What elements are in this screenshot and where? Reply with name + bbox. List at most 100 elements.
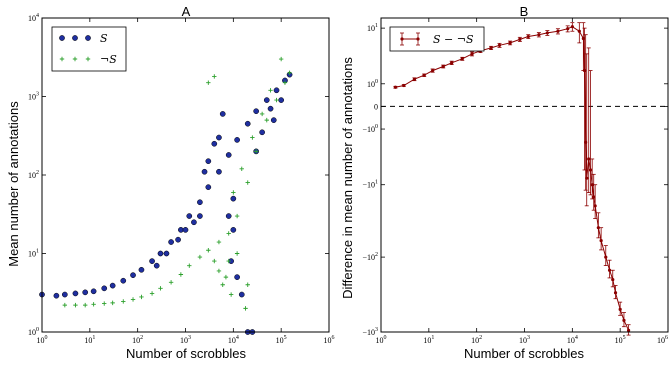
not-s-point-18 <box>234 213 240 219</box>
panel-b-title: B <box>520 4 529 19</box>
not-s-point-5 <box>110 300 115 306</box>
a-x-tick-label-4: 104 <box>228 335 239 345</box>
s-point-3 <box>72 290 79 297</box>
s-point-35 <box>238 291 245 298</box>
difference-point-33 <box>607 268 612 272</box>
not-s-point-32 <box>223 274 229 280</box>
s-point-11 <box>149 258 155 264</box>
s-point-8 <box>120 277 127 284</box>
not-s-point-9 <box>149 291 155 296</box>
legend-s-dot-0 <box>59 35 65 41</box>
difference-point-30 <box>596 226 600 230</box>
difference-point-12 <box>508 41 512 45</box>
difference-point-32 <box>604 255 608 259</box>
s-point-24 <box>273 87 280 94</box>
b-x-tick-label-0: 100 <box>376 335 387 345</box>
a-y-tick-label-1: 101 <box>28 249 39 259</box>
s-point-19 <box>225 152 232 158</box>
a-y-tick-label-3: 103 <box>28 92 39 102</box>
difference-point-1 <box>402 83 406 88</box>
not-s-point-30 <box>231 190 236 195</box>
s-point-27 <box>216 134 222 141</box>
difference-point-4 <box>431 68 435 73</box>
not-s-point-15 <box>206 248 211 253</box>
s-point-31 <box>219 111 226 117</box>
b-x-tick-label-3: 103 <box>519 335 530 345</box>
a-x-tick-label-5: 105 <box>276 335 287 345</box>
difference-point-36 <box>618 307 622 312</box>
panel-a-y-axis-label: Mean number of annotations <box>6 101 21 267</box>
s-point-20 <box>234 137 240 143</box>
not-s-point-37 <box>234 251 240 256</box>
s-point-2 <box>61 291 68 298</box>
not-s-point-4 <box>102 301 107 306</box>
difference-point-5 <box>441 64 445 69</box>
difference-point-28 <box>592 195 596 199</box>
difference-point-11 <box>497 43 502 47</box>
difference-point-31 <box>599 239 603 243</box>
not-s-point-7 <box>130 297 136 302</box>
s-point-45 <box>197 213 203 219</box>
legend-not-s-plus-2 <box>85 56 91 62</box>
legend-not-s-label: ¬S <box>100 53 117 66</box>
not-s-point-0 <box>62 302 68 308</box>
a-x-tick-label-0: 100 <box>37 335 48 345</box>
difference-point-0 <box>393 85 397 89</box>
difference-point-20 <box>577 29 581 33</box>
difference-point-6 <box>450 61 454 65</box>
s-point-7 <box>109 282 116 289</box>
s-point-1 <box>53 292 60 299</box>
s-point-23 <box>263 97 270 103</box>
difference-point-14 <box>526 34 530 39</box>
not-s-point-23 <box>282 80 288 85</box>
s-point-21 <box>244 120 251 127</box>
not-s-point-1 <box>73 302 78 308</box>
a-x-tick-label-1: 101 <box>84 335 95 345</box>
legend-s-dot-2 <box>85 35 91 41</box>
b-y-tick-label-5: −102 <box>362 252 378 262</box>
s-point-15 <box>186 213 193 219</box>
b-y-tick-label-0: 101 <box>367 23 378 33</box>
not-s-point-29 <box>239 166 244 171</box>
legend-s-label: S <box>100 32 108 45</box>
not-s-point-36 <box>212 258 217 264</box>
b-y-tick-label-4: −101 <box>362 180 378 190</box>
s-point-6 <box>101 285 108 292</box>
difference-point-19 <box>570 25 574 29</box>
s-point-32 <box>230 227 237 233</box>
panel-b-plot-area <box>381 22 668 336</box>
b-x-tick-label-1: 101 <box>423 335 434 345</box>
panel-a-ticks: 100 101 102 103 104 105 106 100 101 102 103 104 <box>28 13 335 345</box>
panel-a-legend: S ¬S <box>51 26 127 72</box>
difference-point-29 <box>593 204 597 208</box>
panel-b-ticks: 100 101 102 103 104 105 106 101 100 0 −100 −101 −102… <box>362 18 669 345</box>
s-point-17 <box>205 184 212 191</box>
legend-s-dot-1 <box>72 35 78 41</box>
not-s-point-6 <box>121 299 126 304</box>
difference-point-10 <box>489 46 493 50</box>
not-s-point-31 <box>226 258 231 264</box>
s-point-13 <box>168 239 174 245</box>
legend-not-s-plus-0 <box>59 56 65 62</box>
difference-point-27 <box>590 183 594 187</box>
panel-a-axes-frame <box>41 17 330 333</box>
b-x-tick-label-5: 105 <box>615 335 626 345</box>
b-y-tick-label-2: 0 <box>374 102 378 111</box>
not-s-point-11 <box>168 280 174 285</box>
panel-b-difference: B Number of scrobbles Difference in mean… <box>340 4 669 361</box>
not-s-point-2 <box>82 302 88 308</box>
a-x-tick-label-3: 103 <box>180 335 191 345</box>
s-point-42 <box>267 105 274 112</box>
difference-point-34 <box>611 277 615 282</box>
panel-b-axes-frame <box>380 17 669 333</box>
not-s-point-22 <box>274 97 279 103</box>
legend-difference-label: S − ¬S <box>433 33 474 46</box>
not-s-point-38 <box>206 80 211 85</box>
difference-point-38 <box>626 328 631 332</box>
s-point-39 <box>225 213 232 219</box>
s-point-50 <box>153 262 160 269</box>
s-point-12 <box>157 250 164 257</box>
not-s-point-39 <box>212 74 217 79</box>
s-point-29 <box>205 158 212 165</box>
panel-b-legend: S − ¬S <box>389 26 485 52</box>
